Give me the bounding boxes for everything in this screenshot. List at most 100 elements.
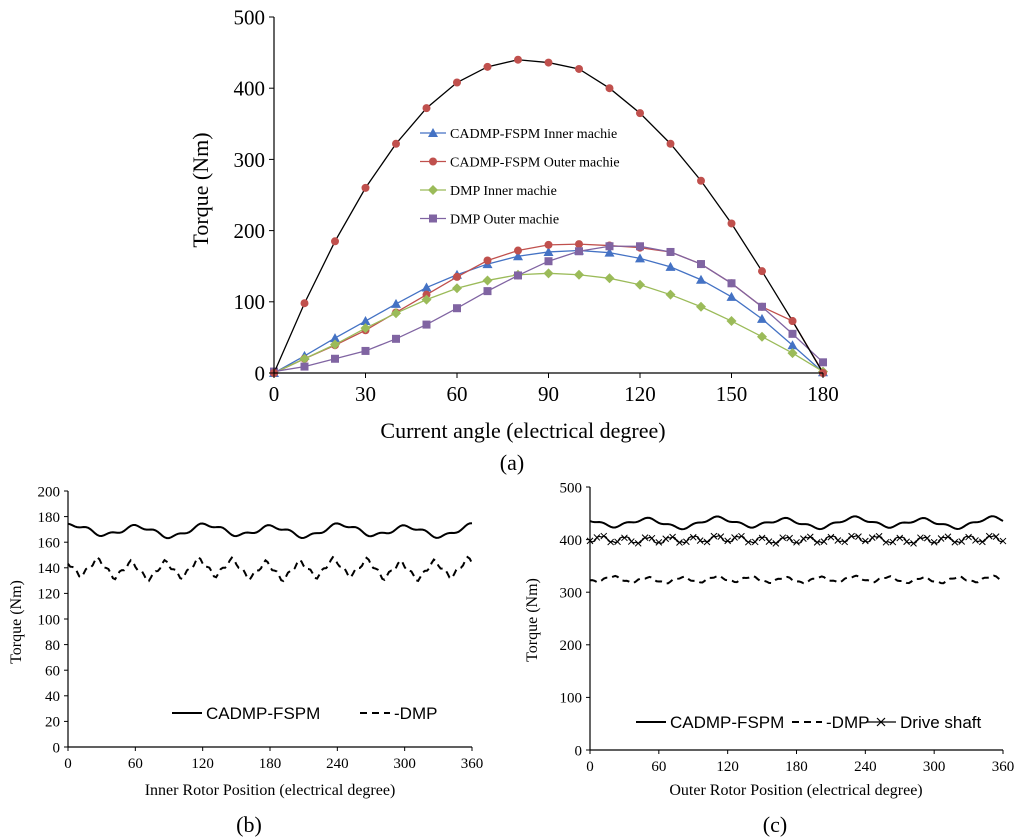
series-4-point <box>666 139 675 148</box>
chart-c: 0 100 200 300 400 500 0 60 120 180 240 300 360 CADMP… <box>524 480 1014 837</box>
series-2-point <box>614 538 621 546</box>
series-2-point <box>360 323 371 334</box>
panel-label-c: (c) <box>763 812 787 837</box>
series-2-point <box>717 533 725 540</box>
series-2-point <box>726 316 737 327</box>
series-2-point <box>731 534 738 541</box>
series-2-point <box>896 534 904 542</box>
legend-marker <box>429 157 437 166</box>
series-2-point <box>827 533 835 541</box>
chart-c-xlabel: Outer Rotor Position (electrical degree) <box>669 782 922 799</box>
series-2-point <box>985 532 993 540</box>
series-2-point <box>421 294 432 305</box>
chart-b-xlabel: Inner Rotor Position (electrical degree) <box>145 782 396 799</box>
chart-a-ytick-label: 300 <box>234 148 266 172</box>
series-2-point <box>662 535 670 543</box>
legend-label: Drive shaft <box>900 713 982 732</box>
chart-b-series <box>67 522 473 583</box>
series-1-point <box>453 272 461 281</box>
series-3-point <box>300 362 309 371</box>
series-0-point <box>604 247 615 257</box>
series-2-point <box>604 273 615 284</box>
series-2-point <box>482 275 493 286</box>
series-2-point <box>834 537 842 544</box>
series-2-point <box>744 538 752 546</box>
chart-b-ytick-label: 80 <box>45 638 60 654</box>
panel-label-a: (a) <box>500 450 524 475</box>
series-2-point <box>574 269 584 280</box>
series-2-point <box>627 538 635 545</box>
series-2-point <box>793 538 800 546</box>
series-1-point <box>514 246 522 255</box>
chart-c-legend: CADMP-FSPM -DMP Drive shaft <box>636 713 982 732</box>
series-2-point <box>978 538 986 546</box>
series-3-point <box>453 304 461 313</box>
chart-c-ytick-label: 0 <box>575 743 583 759</box>
chart-a-ytick-label: 200 <box>234 219 266 243</box>
series-2-point <box>703 538 711 546</box>
series-3-point <box>605 242 614 251</box>
series-2-point <box>676 539 683 546</box>
series-2-point <box>757 331 767 342</box>
series-2-point <box>910 540 917 547</box>
chart-b-ytick-label: 140 <box>38 561 61 577</box>
series-2-point <box>813 539 821 546</box>
series-2-point <box>841 538 849 546</box>
series-2-point <box>452 283 462 294</box>
legend-label: DMP Inner machie <box>450 184 557 199</box>
series-4-point <box>544 58 553 67</box>
series-3-point <box>514 271 522 280</box>
series-2-point <box>669 533 676 541</box>
series-2-point <box>696 537 704 544</box>
chart-c-series <box>586 515 1007 585</box>
chart-b-ylabel: Torque (Nm) <box>8 580 25 664</box>
series-2-point <box>330 339 340 350</box>
series-2-point <box>696 301 706 312</box>
series-2-point <box>689 533 697 541</box>
series-3-point <box>544 257 553 266</box>
series-0-point <box>513 251 523 261</box>
series-2-point <box>635 279 645 290</box>
chart-b-xtick-label: 300 <box>393 756 416 772</box>
series-4-point <box>392 139 400 148</box>
chart-c-ytick-label: 400 <box>560 533 583 549</box>
series-2-point <box>724 537 732 545</box>
chart-a-xtick-label: 60 <box>447 382 468 406</box>
series-0-point <box>757 313 767 323</box>
series-3-point <box>331 354 339 363</box>
chart-c-xtick-label: 180 <box>785 759 808 775</box>
series-2-point <box>600 532 608 540</box>
chart-a-ylabel: Torque (Nm) <box>188 132 213 247</box>
series-4-point <box>514 55 522 64</box>
series-4-point <box>727 219 736 228</box>
series-4-point <box>575 64 583 73</box>
series-0-point <box>787 340 798 350</box>
series-2-point <box>772 540 780 547</box>
series-4-point <box>788 317 797 326</box>
series-2-point <box>861 537 869 545</box>
chart-a-xtick-label: 0 <box>269 382 280 406</box>
series-2-point <box>958 538 966 545</box>
chart-a: 0 100 200 300 400 500 0 30 60 90 120 150 180 CADMP-F… <box>188 5 839 475</box>
series-0-point <box>360 316 371 326</box>
series-3-point <box>697 260 705 269</box>
series-3-point <box>727 279 736 288</box>
chart-c-xtick-label: 120 <box>716 759 739 775</box>
series-0-point <box>635 253 645 263</box>
chart-a-xtick-label: 150 <box>716 382 748 406</box>
series-2-point <box>543 268 554 279</box>
series-2-point <box>923 534 931 542</box>
series-2-point <box>875 532 883 540</box>
series-4-point <box>483 62 492 71</box>
chart-c-xtick-label: 240 <box>854 759 877 775</box>
chart-a-ytick-label: 100 <box>234 290 266 314</box>
chart-a-ytick-label: 0 <box>255 361 266 385</box>
series-2-point <box>930 538 938 546</box>
series-4-point <box>636 109 644 118</box>
chart-b-ytick-label: 20 <box>45 715 60 731</box>
series-2-point <box>665 289 676 300</box>
legend-label: CADMP-FSPM Outer machie <box>450 156 620 171</box>
legend-label: -DMP <box>394 704 437 723</box>
series-4-point <box>605 84 614 93</box>
series-1-point <box>483 256 492 265</box>
